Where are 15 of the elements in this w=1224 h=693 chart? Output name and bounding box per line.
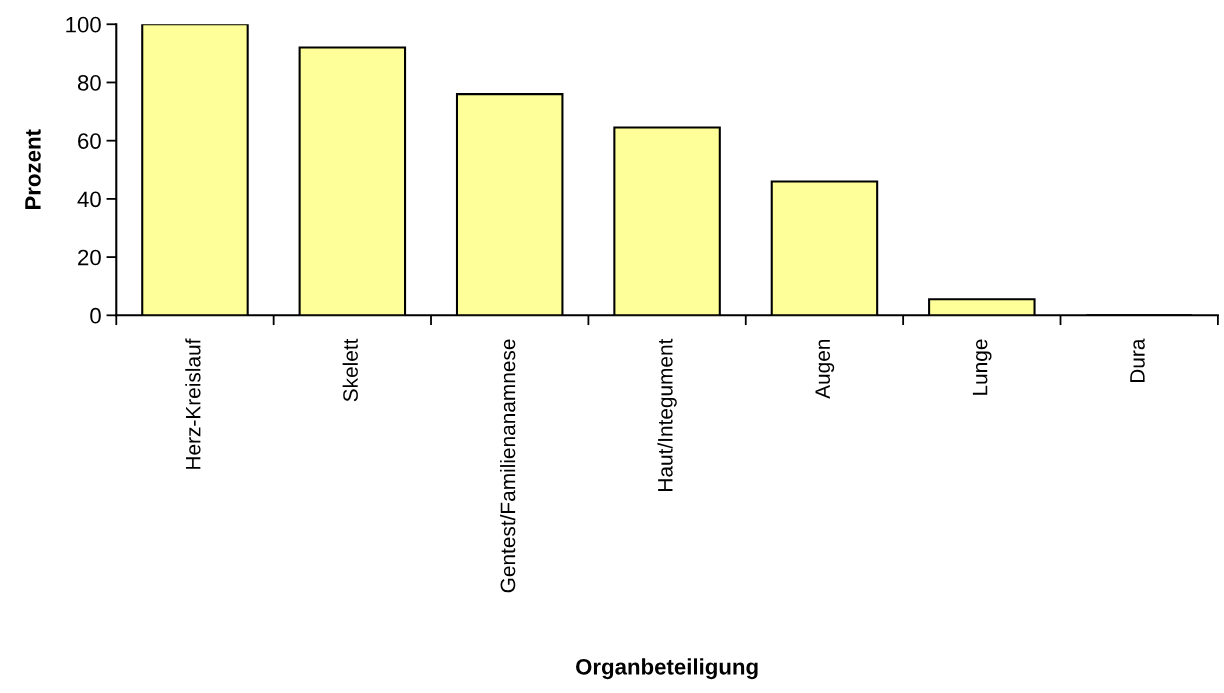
y-tick-label: 20 — [78, 249, 101, 266]
x-tick-label: Skelett — [342, 338, 358, 402]
x-tick-label: Augen — [815, 339, 835, 399]
x-tick-label: Herz-Kreislauf — [185, 338, 201, 469]
x-tick-label: Gentest/Familienanamnese — [500, 339, 516, 593]
y-axis-title: Prozent — [25, 129, 41, 210]
y-tick-label: 0 — [90, 307, 101, 324]
x-tick-label: Dura — [1130, 338, 1145, 383]
y-tick-label: 100 — [66, 16, 101, 33]
y-tick-label: 40 — [77, 191, 101, 208]
x-tick-label: Lunge — [972, 339, 992, 395]
x-axis-title: Organbeteiligung — [576, 658, 758, 680]
y-tick-label: 80 — [77, 75, 101, 91]
y-tick-label: 60 — [78, 133, 101, 149]
x-tick-label: Haut/Integument — [657, 338, 677, 491]
